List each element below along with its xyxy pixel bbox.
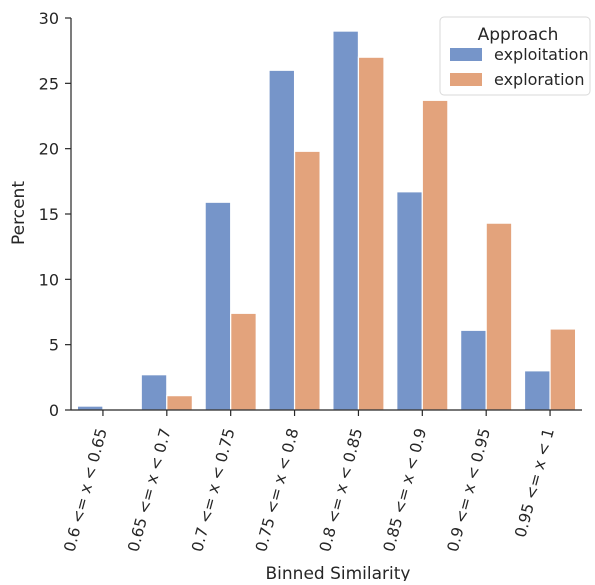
legend-title: Approach bbox=[478, 25, 559, 45]
x-tick-label: 0.6 <= x < 0.65 bbox=[61, 426, 111, 553]
bar-exploration-5 bbox=[421, 99, 449, 411]
x-tick-label: 0.95 <= x < 1 bbox=[511, 426, 557, 539]
y-tick-label: 10 bbox=[39, 270, 59, 289]
legend: Approach exploitation exploration bbox=[439, 16, 591, 96]
y-tick-label: 5 bbox=[49, 336, 59, 355]
bar-exploration-1 bbox=[166, 395, 193, 411]
legend-entries: exploitation exploration bbox=[450, 45, 589, 89]
bar-exploitation-2 bbox=[204, 201, 232, 411]
y-tick-label: 20 bbox=[39, 140, 59, 159]
x-tick-label: 0.8 <= x < 0.85 bbox=[316, 426, 366, 553]
bar-exploitation-3 bbox=[268, 69, 296, 411]
bar-exploitation-6 bbox=[460, 329, 487, 411]
legend-label-exploration: exploration bbox=[494, 70, 584, 89]
legend-swatch-exploitation bbox=[450, 48, 482, 61]
bar-exploration-3 bbox=[293, 150, 321, 411]
bar-exploitation-7 bbox=[523, 370, 551, 411]
legend-swatch-exploration bbox=[450, 73, 482, 86]
bar-exploitation-5 bbox=[396, 191, 423, 411]
bar-exploration-4 bbox=[357, 56, 385, 411]
x-axis-label: Binned Similarity bbox=[266, 564, 411, 581]
bar-exploration-7 bbox=[549, 328, 577, 411]
y-tick-label: 0 bbox=[49, 401, 59, 420]
x-tick-label: 0.9 <= x < 0.95 bbox=[444, 426, 494, 553]
y-tick-label: 15 bbox=[39, 205, 59, 224]
legend-label-exploitation: exploitation bbox=[494, 45, 589, 64]
y-tick-label: 30 bbox=[39, 9, 59, 28]
bars-layer bbox=[76, 30, 577, 411]
y-axis-label: Percent bbox=[9, 181, 29, 245]
x-tick-label: 0.75 <= x < 0.8 bbox=[252, 426, 302, 553]
y-tick-label: 25 bbox=[39, 74, 59, 93]
x-tick-label: 0.7 <= x < 0.75 bbox=[188, 426, 238, 553]
bar-exploitation-1 bbox=[140, 374, 168, 411]
x-tick-label: 0.85 <= x < 0.9 bbox=[380, 426, 430, 553]
bar-exploration-6 bbox=[485, 222, 513, 411]
x-tick-label: 0.65 <= x < 0.7 bbox=[124, 426, 174, 553]
bar-exploitation-4 bbox=[332, 30, 360, 411]
bar-exploration-2 bbox=[230, 312, 257, 411]
